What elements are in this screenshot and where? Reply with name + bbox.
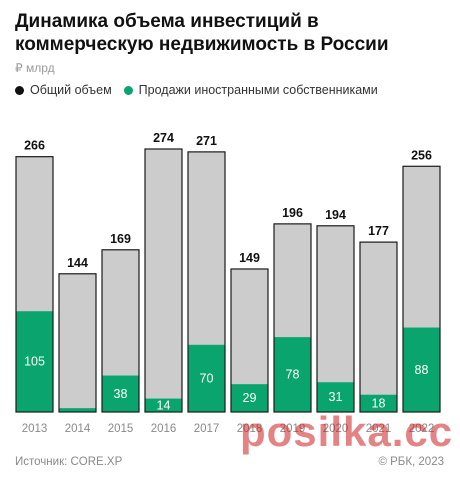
data-label-foreign-2017: 70 bbox=[200, 371, 214, 385]
unit-label: ₽ млрд bbox=[15, 61, 55, 75]
bar-outline-2018 bbox=[230, 268, 269, 413]
bar-foreign-2013 bbox=[16, 311, 53, 412]
bar-foreign-2019 bbox=[274, 337, 311, 412]
legend: Общий объем Продажи иностранными собстве… bbox=[15, 81, 378, 99]
bar-chart: 266 105 2013 144 2014 169 38 2015 274 14 2016 271 70… bbox=[15, 131, 441, 435]
bar-outline-2013 bbox=[15, 156, 54, 413]
x-tick-label-2015: 2015 bbox=[108, 423, 134, 435]
bar-foreign-2021 bbox=[360, 394, 397, 412]
legend-label-total: Общий объем bbox=[30, 83, 112, 97]
bar-outline-2022 bbox=[402, 165, 441, 413]
bar-outline-2021 bbox=[359, 241, 398, 413]
legend-item-total: Общий объем bbox=[15, 83, 112, 97]
data-label-foreign-2016: 14 bbox=[157, 398, 171, 412]
x-tick-label-2018: 2018 bbox=[237, 423, 263, 435]
bar-outline-2020 bbox=[316, 225, 355, 413]
x-tick-label-2019: 2019 bbox=[280, 423, 306, 435]
data-label-foreign-2015: 38 bbox=[114, 387, 128, 401]
data-label-total-2022: 256 bbox=[411, 148, 432, 162]
bar-foreign-2014 bbox=[59, 408, 96, 412]
data-label-total-2021: 177 bbox=[368, 224, 389, 238]
x-tick-label-2021: 2021 bbox=[366, 423, 392, 435]
data-label-foreign-2018: 29 bbox=[243, 391, 257, 405]
chart-title: Динамика объема инвестиций в коммерческу… bbox=[15, 11, 389, 55]
data-label-total-2016: 274 bbox=[153, 131, 174, 145]
data-label-total-2013: 266 bbox=[24, 139, 45, 153]
legend-swatch-total bbox=[15, 85, 24, 95]
x-tick-label-2020: 2020 bbox=[323, 423, 349, 435]
legend-label-foreign: Продажи иностранными собственниками bbox=[138, 83, 378, 97]
bar-outline-2019 bbox=[273, 223, 312, 413]
data-label-foreign-2021: 18 bbox=[372, 396, 386, 410]
data-label-foreign-2020: 31 bbox=[329, 390, 343, 404]
bar-outline-2015 bbox=[101, 249, 140, 413]
copyright: © РБК, 2023 bbox=[378, 456, 444, 468]
data-label-total-2015: 169 bbox=[110, 232, 131, 246]
data-label-total-2018: 149 bbox=[239, 251, 260, 265]
bar-outline-2016 bbox=[144, 148, 183, 413]
bar-foreign-2020 bbox=[317, 382, 354, 412]
bar-outline-2014 bbox=[58, 273, 97, 413]
bar-foreign-2018 bbox=[231, 384, 268, 412]
data-label-foreign-2019: 78 bbox=[286, 368, 300, 382]
bar-total-2021 bbox=[360, 242, 397, 412]
bar-outline-2017 bbox=[187, 151, 226, 413]
bar-foreign-2022 bbox=[403, 327, 440, 412]
bar-foreign-2016 bbox=[145, 398, 182, 412]
data-label-foreign-2013: 105 bbox=[24, 355, 45, 369]
bar-total-2014 bbox=[59, 273, 96, 412]
bar-foreign-2015 bbox=[102, 375, 139, 412]
data-label-total-2014: 144 bbox=[67, 256, 88, 270]
data-label-total-2019: 196 bbox=[282, 206, 303, 220]
x-tick-label-2016: 2016 bbox=[151, 423, 177, 435]
bar-total-2020 bbox=[317, 225, 354, 412]
x-tick-label-2022: 2022 bbox=[409, 423, 435, 435]
data-label-total-2020: 194 bbox=[325, 208, 346, 222]
source-note: Источник: CORE.XP bbox=[15, 456, 123, 468]
x-tick-label-2013: 2013 bbox=[22, 423, 48, 435]
legend-swatch-foreign bbox=[123, 85, 133, 95]
data-label-total-2017: 271 bbox=[196, 134, 217, 148]
data-label-foreign-2022: 88 bbox=[415, 363, 429, 377]
x-tick-label-2014: 2014 bbox=[65, 423, 91, 435]
x-tick-label-2017: 2017 bbox=[194, 423, 220, 435]
bar-foreign-2017 bbox=[188, 344, 225, 412]
bar-total-2016 bbox=[145, 149, 182, 412]
legend-item-foreign: Продажи иностранными собственниками bbox=[123, 83, 378, 97]
